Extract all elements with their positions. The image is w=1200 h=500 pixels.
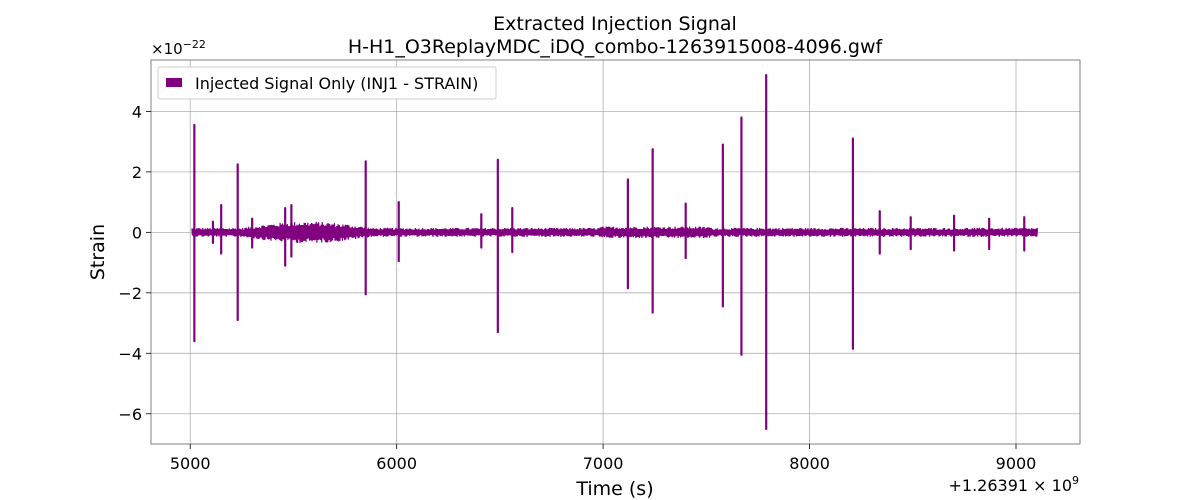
ticks: 5000 6000 7000 8000 9000 −6 −4 −2 0 2 4 xyxy=(118,102,1036,473)
legend-label: Injected Signal Only (INJ1 - STRAIN) xyxy=(195,74,478,93)
y-tick-label: 2 xyxy=(132,163,142,182)
series-layer xyxy=(191,74,1039,430)
y-tick-label: 4 xyxy=(132,102,142,121)
x-tick-label: 7000 xyxy=(583,454,624,473)
y-scale-factor: ×10−22 xyxy=(151,38,206,58)
x-offset-value: +1.26391 xyxy=(948,476,1028,495)
y-scale-base: ×10 xyxy=(151,40,183,58)
y-axis-label: Strain xyxy=(87,224,109,280)
x-tick-label: 6000 xyxy=(376,454,417,473)
legend-box xyxy=(157,66,497,100)
legend-swatch xyxy=(166,78,182,87)
x-offset-label: +1.26391 × 109 xyxy=(948,474,1079,495)
x-offset-times: × 10 xyxy=(1028,476,1072,495)
x-tick-label: 8000 xyxy=(789,454,830,473)
plot-frame xyxy=(150,59,1081,445)
legend: Injected Signal Only (INJ1 - STRAIN) xyxy=(157,66,497,100)
x-offset-exponent: 9 xyxy=(1072,474,1079,487)
chart-title: Extracted Injection Signal xyxy=(493,13,737,35)
x-axis-label: Time (s) xyxy=(575,478,653,500)
y-tick-label: 0 xyxy=(132,223,142,242)
signal-core-band xyxy=(191,230,1038,235)
x-tick-label: 5000 xyxy=(170,454,211,473)
x-tick-label: 9000 xyxy=(996,454,1037,473)
y-scale-exponent: −22 xyxy=(183,38,206,51)
y-tick-label: −6 xyxy=(118,405,142,424)
y-tick-label: −2 xyxy=(118,284,142,303)
chart-subtitle: H-H1_O3ReplayMDC_iDQ_combo-1263915008-40… xyxy=(348,36,884,58)
y-tick-label: −4 xyxy=(118,344,142,363)
plot-area xyxy=(151,60,1080,444)
